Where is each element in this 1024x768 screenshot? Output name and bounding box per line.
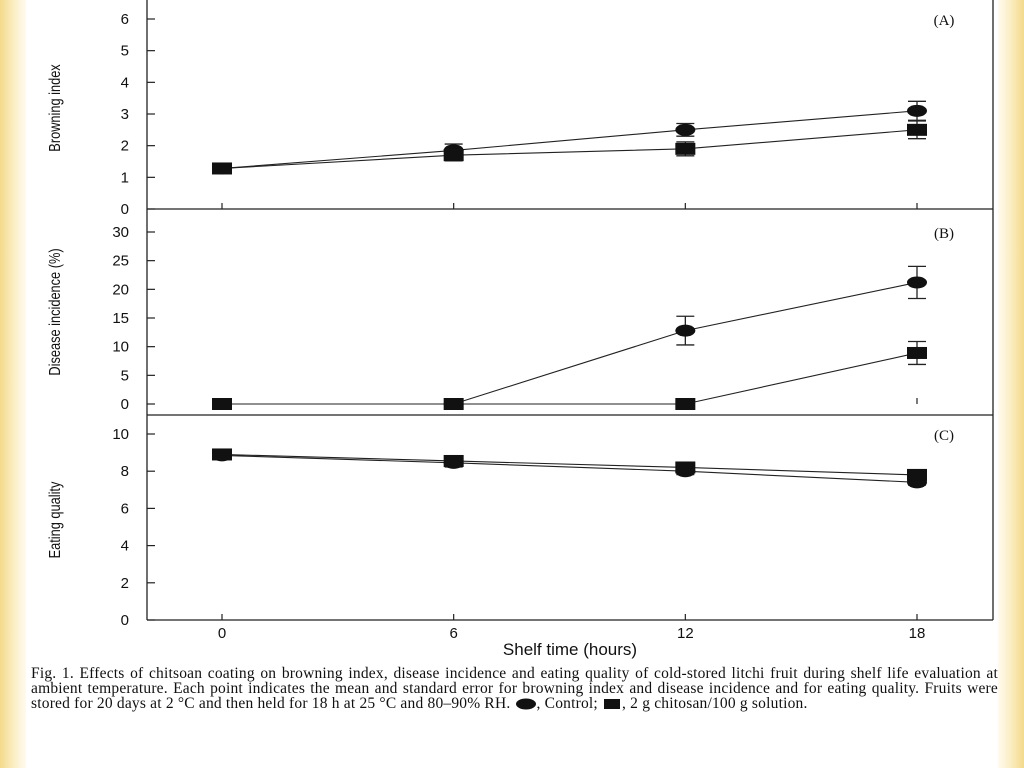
control-circle-icon: [515, 698, 536, 710]
panel-tag: (C): [934, 428, 954, 444]
data-point-square: [212, 162, 232, 175]
y-tick-label: 2: [121, 138, 129, 155]
caption-text: Fig. 1. Effects of chitsoan coating on b…: [31, 665, 998, 712]
x-tick-label: 0: [218, 625, 226, 642]
series-line: [221, 453, 918, 476]
series-circle: [212, 265, 927, 410]
y-tick-label: 0: [121, 612, 129, 629]
x-tick-label: 12: [677, 625, 694, 642]
panel-3: 0 2 4 6 8 10 Eating quality (C) 0 6 12 18 Shelf time…: [47, 426, 954, 659]
y-tick-label: 0: [121, 396, 129, 413]
y-tick-label: 30: [112, 224, 129, 241]
x-axis-label: Shelf time (hours): [503, 640, 637, 659]
series-line: [221, 129, 918, 170]
data-point-square: [907, 468, 927, 481]
slide-border-left: [0, 0, 26, 768]
data-point-circle: [675, 324, 696, 337]
series-line: [222, 352, 918, 405]
y-tick-label: 5: [121, 367, 129, 384]
data-point-square: [907, 123, 927, 136]
data-point-circle: [907, 104, 927, 117]
series-line: [221, 110, 918, 170]
y-tick-label: 15: [112, 310, 129, 327]
data-point-square: [675, 461, 696, 474]
caption-chitosan-label: , 2 g chitosan/100 g solution.: [622, 695, 808, 712]
series-line: [222, 281, 918, 405]
panel-1: 0 1 2 3 4 5 6 Browning index (A): [47, 11, 955, 218]
caption-control-label: , Control;: [536, 695, 598, 712]
figure-caption: Fig. 1. Effects of chitsoan coating on b…: [31, 665, 998, 712]
y-tick-label: 4: [121, 538, 129, 555]
y-tick-label: 1: [121, 169, 129, 186]
series-line: [221, 454, 918, 483]
series-square: [212, 340, 927, 410]
y-tick-label: 25: [112, 253, 129, 270]
data-point-circle: [675, 123, 696, 136]
data-point-square: [907, 346, 927, 359]
data-point-square: [675, 142, 696, 155]
y-tick-label: 20: [112, 281, 129, 298]
y-axis-label: Disease incidence (%): [47, 248, 65, 375]
y-tick-label: 2: [121, 575, 129, 592]
y-tick-label: 5: [121, 43, 129, 60]
data-point-square: [443, 398, 464, 410]
y-tick-label: 10: [112, 426, 129, 443]
series-circle: [212, 449, 927, 489]
series-square: [212, 120, 927, 175]
data-point-square: [443, 454, 464, 467]
y-tick-label: 6: [121, 11, 129, 28]
x-tick-label: 18: [909, 625, 926, 642]
data-point-square: [212, 398, 232, 410]
series-square: [212, 448, 927, 481]
chitosan-square-icon: [604, 699, 621, 710]
x-tick-label: 6: [449, 625, 457, 642]
data-point-circle: [907, 276, 927, 289]
data-point-square: [212, 448, 232, 461]
panel-tag: (A): [934, 13, 955, 29]
y-axis-label: Eating quality: [47, 481, 65, 558]
y-tick-label: 6: [121, 500, 129, 517]
y-tick-label: 10: [112, 339, 129, 356]
panel-tag: (B): [934, 226, 954, 242]
panel-2: 0 5 10 15 20 25 30 Disease incidence (%) (B): [47, 224, 954, 413]
slide-border-right: [998, 0, 1024, 768]
data-point-square: [443, 149, 464, 162]
data-point-square: [675, 398, 696, 410]
y-tick-label: 0: [121, 201, 129, 218]
y-axis-label: Browning index: [47, 64, 65, 152]
y-tick-label: 3: [121, 106, 129, 123]
y-tick-label: 4: [121, 74, 129, 91]
y-tick-label: 8: [121, 463, 129, 480]
